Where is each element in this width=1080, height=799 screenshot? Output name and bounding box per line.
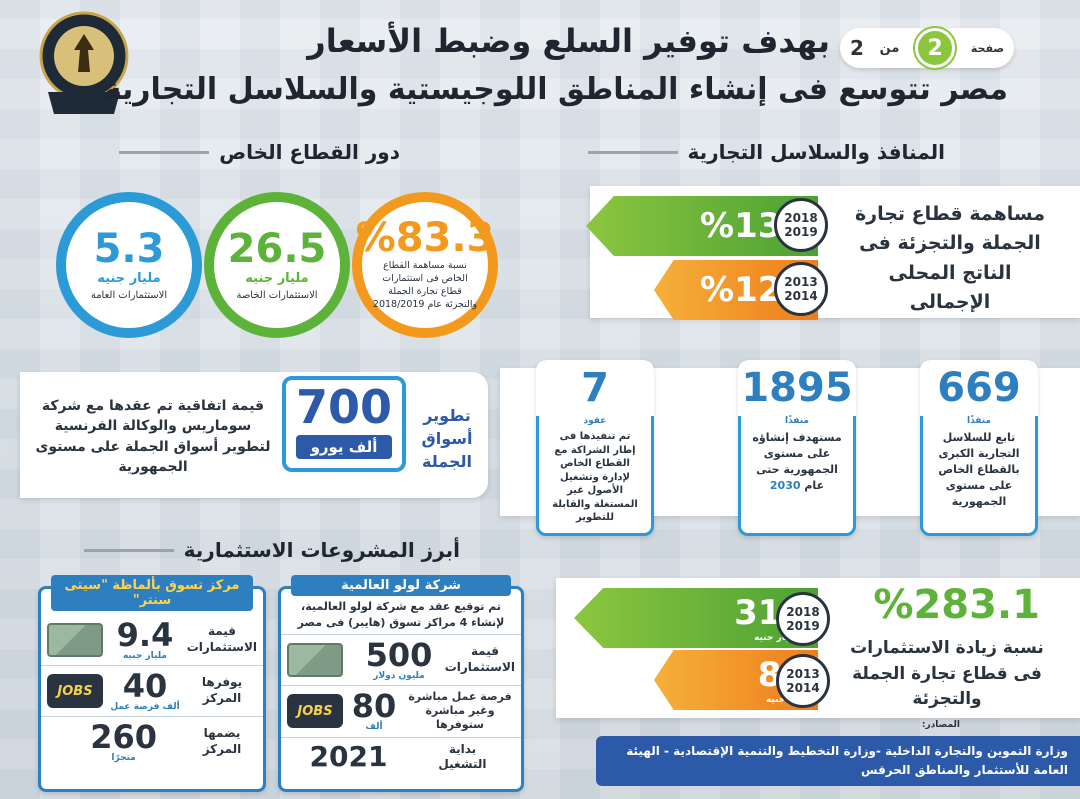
page-number: 2 (915, 28, 956, 68)
private-investment-caption: الاستثمارات الخاصة (236, 290, 318, 301)
investment-increase-text: نسبة زيادة الاستثمارات فى قطاع تجارة الج… (850, 638, 1044, 709)
lulu-title: شركة لولو العالمية (291, 575, 511, 596)
investment-2018-years: 2018 2019 (776, 592, 830, 646)
jobs-icon: JOBS (287, 694, 343, 729)
private-investment-circle: 26.5 مليار جنيه الاستثمارات الخاصة (204, 192, 350, 338)
city-center-card: مركز تسوق بألماظة "سيتى سنتر" قيمة الاست… (38, 575, 266, 792)
markets-value: 700 (295, 380, 393, 434)
lulu-intro: تم توقيع عقد مع شركة لولو العالمية، لإنش… (281, 596, 521, 635)
title-line-2: مصر تتوسع فى إنشاء المناطق اللوجيستية وا… (103, 72, 1008, 107)
investment-increase-value: %283.1 (873, 582, 1040, 628)
private-share-value: %83.3 (355, 215, 495, 262)
lulu-project-card: شركة لولو العالمية تم توقيع عقد مع شركة … (278, 575, 524, 792)
private-investment-unit: مليار جنيه (245, 271, 309, 286)
public-investment-value: 5.3 (93, 226, 165, 272)
markets-text: قيمة اتفاقية تم عقدها مع شركة سوماريس وا… (35, 398, 271, 475)
public-investment-circle: 5.3 مليار جنيه الاستثمارات العامة (56, 192, 202, 338)
money-icon (47, 623, 103, 657)
stat-1895-year: 2030 (769, 478, 801, 492)
stat-card-1895: 1895 منفذًا مستهدف إنشاؤه على مستوى الجم… (738, 360, 856, 536)
stat-669-unit: منفذًا (966, 416, 991, 426)
page-label: صفحة (970, 41, 1004, 55)
investment-2013-years: 2013 2014 (776, 654, 830, 708)
title-line-1: بهدف توفير السلع وضبط الأسعار (307, 22, 830, 60)
money-icon (287, 642, 344, 677)
stat-7-unit: عقود (583, 416, 607, 426)
public-investment-unit: مليار جنيه (97, 271, 161, 286)
lulu-row-jobs: فرصة عمل مباشرة وغير مباشرة ستوفرها 80 أ… (281, 686, 521, 738)
markets-panel (20, 372, 488, 498)
lulu-row-start: بداية التشغيل 2021 (309, 740, 487, 774)
private-investment-value: 26.5 (227, 226, 327, 272)
stat-card-7: 7 عقود تم تنفيذها فى إطار الشراكة مع الق… (536, 360, 654, 536)
public-investment-caption: الاستثمارات العامة (90, 290, 168, 301)
stat-1895-text: مستهدف إنشاؤه على مستوى الجمهورية حتى عا… (752, 431, 842, 492)
stat-card-669: 669 منفذًا تابع للسلاسل التجارية الكبرى … (920, 360, 1038, 536)
city-row-jobs: يوفرها المركز 40 ألف فرصة عمل JOBS (41, 666, 263, 717)
contribution-2013-years: 2013 2014 (774, 262, 828, 316)
jobs-icon: JOBS (47, 674, 103, 708)
page-of-label: من (879, 40, 900, 56)
city-center-title: مركز تسوق بألماظة "سيتى سنتر" (51, 575, 253, 611)
stat-7-value: 7 (536, 360, 654, 416)
page-indicator: صفحة 2 من 2 (840, 28, 1014, 68)
projects-heading: أبرز المشروعات الاستثمارية (84, 538, 460, 562)
markets-unit: ألف يورو (296, 435, 392, 460)
contribution-2018-years: 2018 2019 (774, 198, 828, 252)
investment-2018-unit: مليار جنيه (754, 633, 798, 643)
sources-label: المصادر: (921, 720, 960, 730)
stat-1895-value: 1895 (738, 360, 856, 416)
stat-669-value: 669 (920, 360, 1038, 416)
lulu-row-investment: قيمة الاستثمارات 500 مليون دولار (281, 635, 521, 686)
city-row-investment: قيمة الاستثمارات 9.4 مليار جنيه (41, 611, 263, 666)
private-sector-heading: دور القطاع الخاص (119, 140, 400, 164)
stat-7-text: تم تنفيذها فى إطار الشراكة مع القطاع الخ… (552, 431, 638, 523)
cabinet-logo (38, 10, 130, 120)
page-total: 2 (850, 36, 864, 60)
markets-value-box: 700 ألف يورو (282, 376, 406, 472)
city-row-stores: يضمها المركز 260 متجرًا (90, 718, 242, 763)
ports-heading: المنافذ والسلاسل التجارية (588, 140, 945, 164)
markets-label: تطوير أسواق الجملة (421, 406, 473, 472)
contribution-label: مساهمة قطاع تجارة الجملة والتجزئة فى الن… (854, 203, 1046, 314)
stat-669-text: تابع للسلاسل التجارية الكبرى بالقطاع الخ… (938, 431, 1020, 508)
sources-box: وزارة التموين والتجارة الداخلية -وزارة ا… (596, 736, 1080, 787)
stat-1895-unit: منفذًا (784, 416, 809, 426)
private-share-caption: نسبة مساهمة القطاع الخاص فى استثمارات قط… (372, 260, 478, 310)
private-share-circle: %83.3 نسبة مساهمة القطاع الخاص فى استثما… (352, 192, 498, 338)
